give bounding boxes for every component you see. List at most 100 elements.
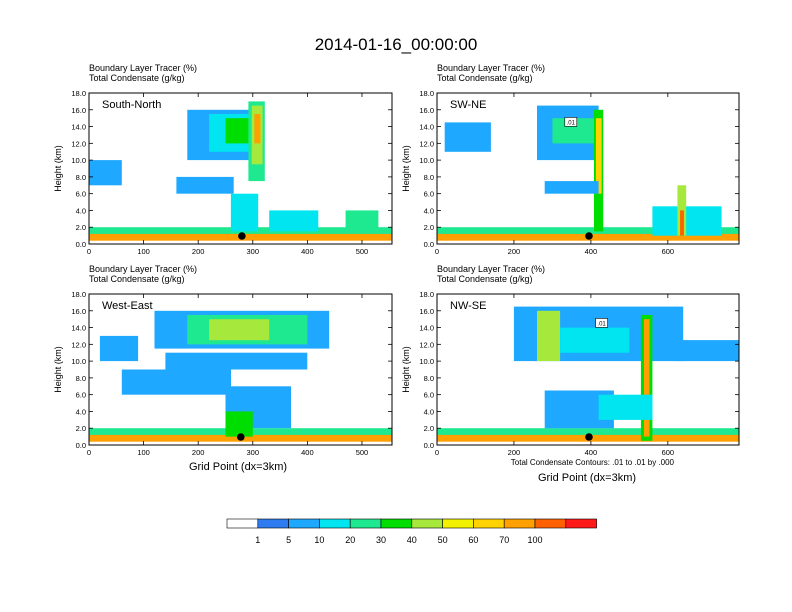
y-tick-label: 6.0	[424, 391, 434, 400]
colorbar-label: 40	[407, 535, 417, 545]
contour-label: .01	[597, 321, 606, 327]
colorbar-label: 10	[314, 535, 324, 545]
site-marker	[585, 232, 593, 240]
y-tick-label: 2.0	[76, 223, 86, 232]
heatmap-cell	[209, 319, 270, 341]
subtitle-tracer: Boundary Layer Tracer (%)	[437, 264, 545, 274]
x-tick-label: 600	[662, 448, 675, 457]
y-tick-label: 16.0	[71, 307, 86, 316]
site-marker	[585, 433, 593, 441]
panel-name: South-North	[102, 99, 161, 111]
x-tick-label: 0	[435, 448, 439, 457]
y-axis-label: Height (km)	[53, 145, 63, 192]
y-tick-label: 12.0	[71, 139, 86, 148]
heatmap-cell	[644, 319, 650, 437]
heatmap-cell	[89, 160, 122, 186]
contour-label-box	[564, 117, 578, 127]
x-tick-label: 300	[247, 247, 260, 256]
heatmap-cell	[176, 176, 234, 194]
panel-west-east: Boundary Layer Tracer (%)Total Condensat…	[53, 264, 393, 457]
subtitle-tracer: Boundary Layer Tracer (%)	[437, 63, 545, 73]
y-tick-label: 4.0	[424, 206, 434, 215]
y-tick-label: 0.0	[76, 441, 86, 450]
subtitle-condensate: Total Condensate (g/kg)	[437, 73, 533, 83]
colorbar-label: 5	[286, 535, 291, 545]
x-tick-label: 0	[87, 247, 91, 256]
site-marker	[237, 433, 245, 441]
y-tick-label: 10.0	[419, 156, 434, 165]
heatmap-cell	[99, 335, 139, 362]
y-tick-label: 14.0	[71, 123, 86, 132]
y-tick-label: 6.0	[76, 190, 86, 199]
y-tick-label: 18.0	[419, 290, 434, 299]
x-tick-label: 400	[585, 448, 598, 457]
heatmap-cell	[121, 369, 231, 395]
y-tick-label: 18.0	[71, 89, 86, 98]
y-tick-label: 4.0	[76, 206, 86, 215]
y-tick-label: 10.0	[71, 357, 86, 366]
y-tick-label: 0.0	[76, 240, 86, 249]
x-tick-label: 300	[247, 448, 260, 457]
colorbar-label: 70	[499, 535, 509, 545]
heatmap-cell	[537, 310, 561, 362]
panel-south-north: Boundary Layer Tracer (%)Total Condensat…	[53, 63, 393, 256]
colorbar-swatch	[226, 518, 259, 529]
x-tick-label: 400	[301, 448, 314, 457]
colorbar-label: 1	[255, 535, 260, 545]
x-tick-label: 200	[508, 448, 521, 457]
colorbar-swatch	[288, 518, 320, 529]
colorbar-swatch	[380, 518, 413, 529]
x-tick-label: 200	[192, 448, 205, 457]
heatmap-cell	[165, 352, 308, 370]
y-tick-label: 8.0	[424, 374, 434, 383]
y-tick-label: 8.0	[76, 173, 86, 182]
heatmap-cell	[230, 193, 259, 232]
x-tick-label: 0	[435, 247, 439, 256]
y-tick-label: 8.0	[424, 173, 434, 182]
panel-name: SW-NE	[450, 99, 486, 111]
y-tick-label: 12.0	[419, 340, 434, 349]
plot-frame	[436, 92, 740, 245]
heatmap-cell	[345, 210, 379, 232]
panel-nw-se: .01 Boundary Layer Tracer (%)Total Conden…	[401, 264, 740, 457]
x-tick-label: 500	[356, 247, 369, 256]
heatmap-cell	[675, 340, 739, 362]
y-tick-label: 6.0	[76, 391, 86, 400]
heatmap-cell	[225, 411, 253, 437]
colorbar-swatch	[534, 518, 567, 529]
y-tick-label: 8.0	[76, 374, 86, 383]
heatmap-cell	[225, 118, 253, 144]
y-tick-label: 16.0	[71, 106, 86, 115]
site-marker	[238, 232, 246, 240]
x-tick-label: 200	[508, 247, 521, 256]
x-tick-label: 200	[192, 247, 205, 256]
subtitle-tracer: Boundary Layer Tracer (%)	[89, 63, 197, 73]
colorbar-swatch	[565, 518, 597, 529]
colorbar: 1 5 10 20 30 40 50 60 70 100	[226, 518, 597, 545]
heatmap-cell	[652, 206, 722, 236]
y-tick-label: 12.0	[71, 340, 86, 349]
y-tick-label: 2.0	[76, 424, 86, 433]
colorbar-swatch	[319, 518, 351, 529]
colorbar-swatch	[442, 518, 474, 529]
y-tick-label: 14.0	[419, 324, 434, 333]
panel-name: NW-SE	[450, 300, 486, 312]
y-tick-label: 14.0	[419, 123, 434, 132]
y-tick-label: 2.0	[424, 223, 434, 232]
colorbar-swatch	[349, 518, 382, 529]
plot-frame	[436, 293, 740, 446]
contour-label-box	[595, 318, 608, 328]
plot-frame	[88, 293, 393, 446]
x-tick-label: 100	[137, 247, 150, 256]
contour-note: Total Condensate Contours: .01 to .01 by…	[511, 458, 675, 467]
colorbar-swatch	[411, 518, 443, 529]
panel-name: West-East	[102, 300, 153, 312]
heatmap-cell	[444, 122, 491, 152]
panel-sw-ne: .01 Boundary Layer Tracer (%)Total Conden…	[401, 63, 740, 256]
x-tick-label: 600	[662, 247, 675, 256]
colorbar-swatch	[503, 518, 536, 529]
colorbar-label: 20	[345, 535, 355, 545]
y-tick-label: 16.0	[419, 106, 434, 115]
y-axis-label: Height (km)	[401, 145, 411, 192]
y-tick-label: 6.0	[424, 190, 434, 199]
